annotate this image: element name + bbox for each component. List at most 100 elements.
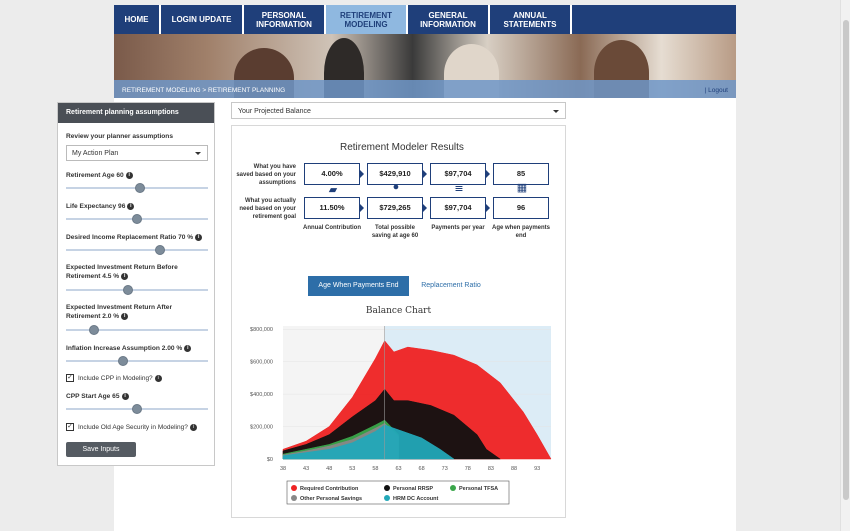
projection-select[interactable]: Your Projected Balance xyxy=(231,102,566,119)
info-icon[interactable]: i xyxy=(121,392,129,400)
nav-annual-statements[interactable]: ANNUAL STATEMENTS xyxy=(490,5,572,34)
review-label: Review your planner assumptions xyxy=(66,133,173,140)
tab-replacement-ratio[interactable]: Replacement Ratio xyxy=(421,282,481,289)
logout-link[interactable]: | Logout xyxy=(704,87,728,94)
return-after-slider[interactable] xyxy=(66,325,208,335)
legend-label: Personal RRSP xyxy=(393,486,433,492)
result-needed-2: $97,704 xyxy=(430,197,486,219)
nav-retirement-modeling[interactable]: RETIREMENT MODELING xyxy=(326,5,408,34)
slider-handle[interactable] xyxy=(154,245,165,255)
nav-login-update[interactable]: LOGIN UPDATE xyxy=(161,5,244,34)
result-saved-2: $97,704 xyxy=(430,163,486,185)
income-ratio-slider[interactable] xyxy=(66,245,208,255)
legend-swatch xyxy=(384,495,390,501)
arrow-icon xyxy=(423,170,427,178)
wallet-icon: ▰ xyxy=(328,184,338,196)
y-tick-label: $400,000 xyxy=(250,392,273,398)
y-tick-label: $0 xyxy=(267,457,273,463)
x-tick-label: 63 xyxy=(395,466,401,472)
row-needed-label: What you actually need based on your ret… xyxy=(239,198,296,220)
info-icon[interactable]: i xyxy=(125,171,133,179)
legend-swatch xyxy=(291,495,297,501)
info-icon[interactable]: i xyxy=(189,423,197,431)
cpp-start-label: CPP Start Age 65 i xyxy=(66,392,129,401)
result-saved-0: 4.00% xyxy=(304,163,360,185)
slider-handle[interactable] xyxy=(132,404,142,414)
panel-title: Retirement planning assumptions xyxy=(58,103,214,123)
slider-handle[interactable] xyxy=(132,214,142,224)
return-before-slider[interactable] xyxy=(66,285,208,295)
column-label-1: Total possible saving at age 60 xyxy=(371,225,419,239)
info-icon[interactable]: i xyxy=(127,202,135,210)
row-saved-label: What you have saved based on your assump… xyxy=(236,164,296,186)
chart-title: Balance Chart xyxy=(365,306,432,316)
projection-select-value: Your Projected Balance xyxy=(238,108,311,115)
slider-handle[interactable] xyxy=(123,285,134,295)
life-expectancy-label: Life Expectancy 96 i xyxy=(66,202,135,211)
results-panel: Retirement Modeler Results What you have… xyxy=(231,125,566,518)
info-icon[interactable]: i xyxy=(195,233,203,241)
balance-chart: $0 $200,000 $400,000 $600,000 $800,000 38 43 48… xyxy=(250,326,552,505)
x-tick-label: 43 xyxy=(303,466,309,472)
column-label-3: Age when payments end xyxy=(491,225,550,239)
result-needed-1: $729,265 xyxy=(367,197,423,219)
include-cpp-checkbox[interactable]: ✓ Include CPP in Modeling? i xyxy=(66,374,162,382)
results-title: Retirement Modeler Results xyxy=(340,142,464,153)
arrow-icon xyxy=(360,170,364,178)
inflation-slider[interactable] xyxy=(66,356,208,366)
legend-label: HRM DC Account xyxy=(393,496,438,502)
x-tick-label: 73 xyxy=(442,466,448,472)
column-label-0: Annual Contribution xyxy=(303,225,361,231)
x-tick-label: 53 xyxy=(349,466,355,472)
column-label-2: Payments per year xyxy=(431,225,485,231)
result-saved-1: $429,910 xyxy=(367,163,423,185)
life-expectancy-slider[interactable] xyxy=(66,214,208,224)
x-tick-label: 78 xyxy=(465,466,471,472)
banner-image: RETIREMENT MODELING > RETIREMENT PLANNIN… xyxy=(114,34,736,98)
slider-handle[interactable] xyxy=(89,325,100,335)
breadcrumb[interactable]: RETIREMENT MODELING > RETIREMENT PLANNIN… xyxy=(122,87,286,94)
cpp-start-slider[interactable] xyxy=(66,404,208,414)
tab-age-when-payments-end[interactable]: Age When Payments End xyxy=(308,276,409,296)
legend-label: Required Contribution xyxy=(300,486,359,492)
x-tick-label: 68 xyxy=(419,466,425,472)
nav-home[interactable]: HOME xyxy=(114,5,161,34)
nav-general-information[interactable]: GENERAL INFORMATION xyxy=(408,5,490,34)
x-tick-label: 93 xyxy=(534,466,540,472)
check-icon[interactable]: ✓ xyxy=(66,423,74,431)
scrollbar[interactable] xyxy=(840,0,850,531)
piggy-bank-icon: ● xyxy=(392,181,400,193)
info-icon[interactable]: i xyxy=(184,344,192,352)
series-hrm-dc-account xyxy=(282,424,455,460)
scrollbar-thumb[interactable] xyxy=(843,20,849,500)
slider-handle[interactable] xyxy=(134,183,145,193)
result-needed-0: 11.50% xyxy=(304,197,360,219)
legend-swatch xyxy=(291,485,297,491)
plan-select-value: My Action Plan xyxy=(72,150,119,157)
check-icon[interactable]: ✓ xyxy=(66,374,74,382)
chevron-down-icon xyxy=(195,152,201,155)
legend-label: Other Personal Savings xyxy=(300,496,362,502)
slider-handle[interactable] xyxy=(117,356,128,366)
calendar-icon: ▦ xyxy=(516,182,528,194)
info-icon[interactable]: i xyxy=(121,312,129,320)
retirement-age-slider[interactable] xyxy=(66,183,208,193)
nav-personal-information[interactable]: PERSONAL INFORMATION xyxy=(244,5,326,34)
legend-swatch xyxy=(450,485,456,491)
inflation-label: Inflation Increase Assumption 2.00 % i xyxy=(66,344,192,353)
result-needed-3: 96 xyxy=(493,197,549,219)
y-tick-label: $600,000 xyxy=(250,360,273,366)
x-tick-label: 83 xyxy=(488,466,494,472)
coins-icon: ≣ xyxy=(454,182,464,194)
y-tick-label: $800,000 xyxy=(250,327,273,333)
save-inputs-button[interactable]: Save Inputs xyxy=(66,442,136,457)
return-before-label: Expected Investment Return Before Retirem… xyxy=(66,264,178,280)
income-ratio-label: Desired Income Replacement Ratio 70 % i xyxy=(66,233,203,242)
plan-select[interactable]: My Action Plan xyxy=(66,145,208,161)
info-icon[interactable]: i xyxy=(121,272,129,280)
result-saved-3: 85 xyxy=(493,163,549,185)
include-oas-checkbox[interactable]: ✓ Include Old Age Security in Modeling? i xyxy=(66,423,197,431)
y-tick-label: $200,000 xyxy=(250,425,273,431)
info-icon[interactable]: i xyxy=(154,374,162,382)
x-tick-label: 88 xyxy=(511,466,517,472)
